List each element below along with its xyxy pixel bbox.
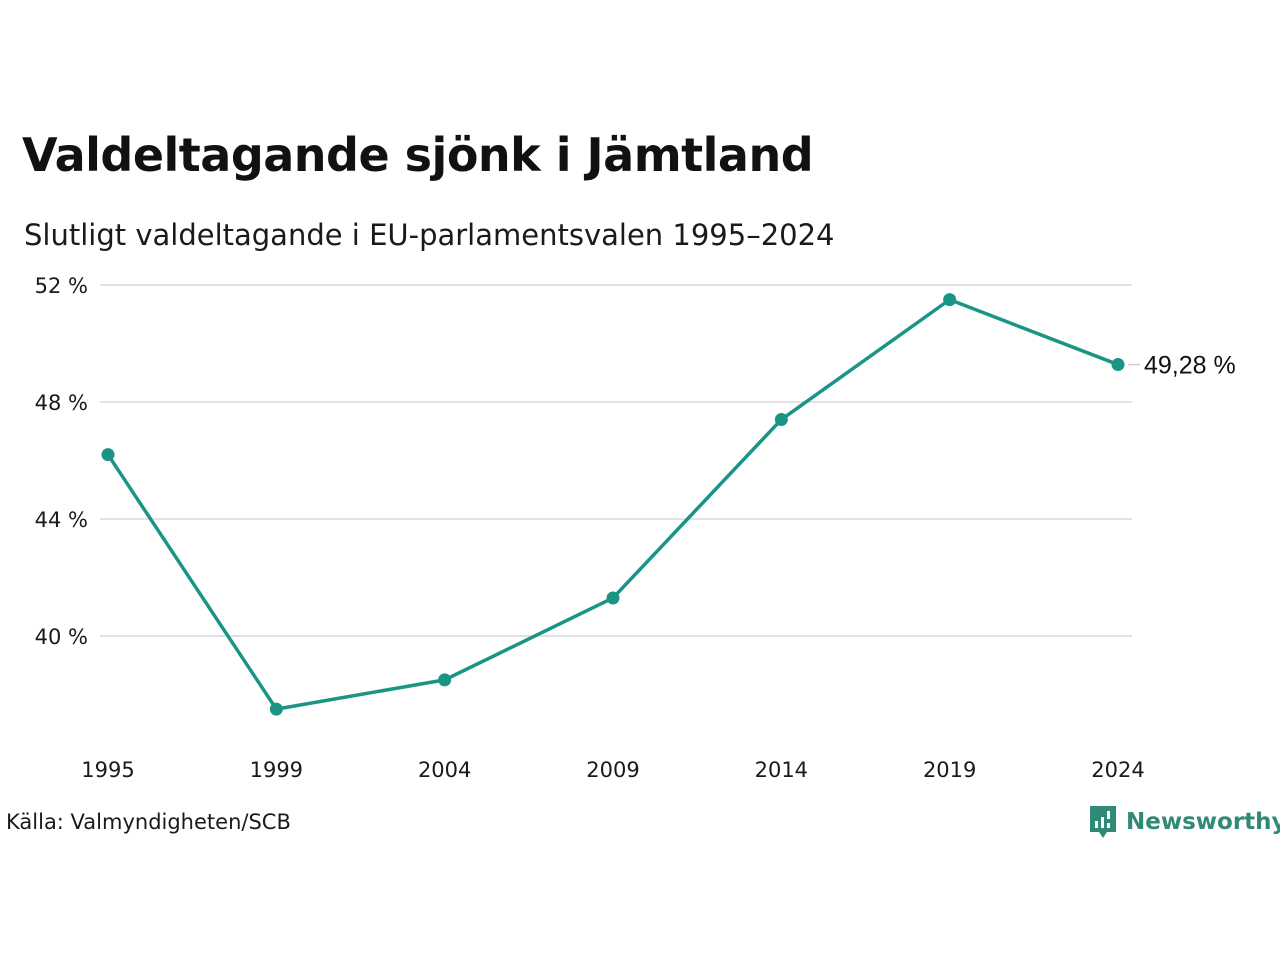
x-tick-label: 1995 (81, 758, 134, 782)
data-labels: 49,28 % (1128, 352, 1236, 380)
data-point (269, 702, 283, 716)
brand-name: Newsworthy (1126, 809, 1280, 835)
data-point (606, 591, 620, 605)
series (101, 293, 1125, 716)
y-tick-label: 48 % (35, 391, 88, 415)
data-point (1111, 358, 1125, 372)
data-point (101, 448, 115, 462)
grid-lines (100, 284, 1132, 637)
x-tick-label: 2019 (923, 758, 976, 782)
data-point (438, 673, 452, 687)
y-axis: 40 % 44 % 48 % 52 % (35, 274, 88, 649)
source-note: Källa: Valmyndigheten/SCB (6, 810, 291, 834)
y-tick-label: 52 % (35, 274, 88, 298)
end-value-label: 49,28 % (1144, 352, 1236, 380)
chart-subtitle: Slutligt valdeltagande i EU-parlamentsva… (24, 218, 835, 252)
data-point (943, 293, 957, 307)
x-tick-label: 2004 (418, 758, 471, 782)
brand-logo: Newsworthy (1088, 804, 1280, 840)
data-point (774, 413, 788, 427)
x-axis: 1995 1999 2004 2009 2014 2019 2024 (81, 758, 1144, 782)
chart-title: Valdeltagande sjönk i Jämtland (22, 128, 814, 182)
y-tick-label: 40 % (35, 625, 88, 649)
x-tick-label: 2014 (755, 758, 808, 782)
x-tick-label: 2024 (1091, 758, 1144, 782)
x-tick-label: 2009 (586, 758, 639, 782)
x-tick-label: 1999 (250, 758, 303, 782)
bar-chart-badge-icon (1090, 806, 1116, 838)
y-tick-label: 44 % (35, 508, 88, 532)
series-line (106, 297, 1120, 711)
